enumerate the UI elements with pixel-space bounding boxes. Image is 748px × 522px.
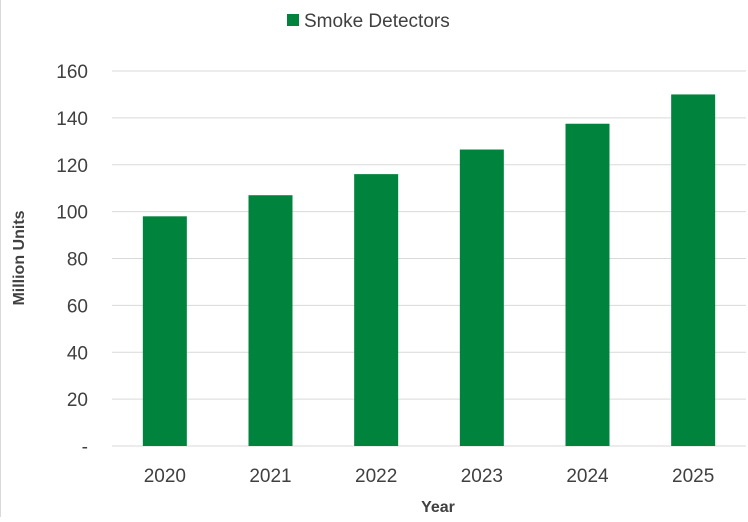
legend-label-smoke-detectors: Smoke Detectors [304, 11, 450, 32]
bar-2025 [671, 94, 716, 446]
y-tick-label: 140 [56, 109, 88, 130]
bar-2024 [565, 123, 610, 446]
legend-swatch-smoke-detectors [287, 14, 299, 26]
y-tick-label: 100 [56, 203, 88, 224]
bar-2022 [354, 174, 399, 446]
x-tick-label-2025: 2025 [672, 466, 714, 487]
bars [142, 94, 716, 446]
bar-2023 [459, 149, 504, 446]
legend: Smoke Detectors [287, 11, 450, 32]
x-tick-label-2020: 2020 [144, 466, 186, 487]
y-tick-label: 80 [67, 250, 88, 271]
x-axis-title: Year [421, 499, 455, 516]
gridlines [112, 70, 746, 447]
y-tick-label: 120 [56, 156, 88, 177]
y-tick-label: - [82, 437, 88, 458]
y-tick-label: 40 [67, 343, 88, 364]
y-tick-label: 160 [56, 62, 88, 83]
y-axis-title: Million Units [11, 210, 28, 305]
bar-2020 [142, 216, 187, 446]
chart-frame-edge [0, 0, 1, 517]
x-tick-label-2024: 2024 [566, 466, 609, 487]
x-axis-ticks: 2020 2021 2022 2023 2024 2025 [144, 466, 715, 487]
x-tick-label-2021: 2021 [249, 466, 291, 487]
x-tick-label-2023: 2023 [461, 466, 503, 487]
x-tick-label-2022: 2022 [355, 466, 397, 487]
y-axis-ticks: - 20 40 60 80 100 120 140 160 [56, 62, 88, 458]
y-tick-label: 60 [67, 296, 88, 317]
bar-2021 [248, 195, 293, 446]
y-tick-label: 20 [67, 390, 88, 411]
